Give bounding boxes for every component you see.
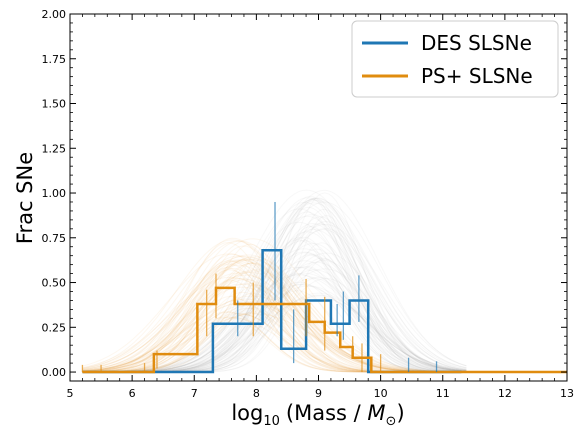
- x-tick-label-8: 8: [253, 387, 260, 400]
- x-axis-label-close: ): [396, 401, 404, 425]
- y-tick-label-1.00: 1.00: [42, 187, 67, 200]
- x-axis-label-mass: M: [367, 401, 385, 425]
- x-tick-label-11: 11: [436, 387, 450, 400]
- x-axis-label-sub: 10: [263, 414, 280, 428]
- y-tick-label-1.25: 1.25: [42, 142, 67, 155]
- y-tick-label-1.50: 1.50: [42, 98, 67, 111]
- x-axis-label-paren: (Mass /: [286, 401, 368, 425]
- posterior-curve-ps-53: [82, 302, 467, 373]
- y-tick-label-2.00: 2.00: [42, 8, 67, 21]
- posterior-curve-ps-55: [82, 313, 467, 373]
- x-tick-label-6: 6: [129, 387, 136, 400]
- error-bars: [81, 201, 438, 373]
- x-tick-label-7: 7: [191, 387, 198, 400]
- posterior-curve-ps-57: [82, 295, 467, 373]
- y-tick-label-1.75: 1.75: [42, 53, 67, 66]
- y-tick-label-0.75: 0.75: [42, 232, 67, 245]
- x-tick-label-5: 5: [67, 387, 74, 400]
- x-axis-label-sun: ⊙: [386, 414, 397, 428]
- legend: DES SLSNe PS+ SLSNe: [351, 20, 559, 98]
- posterior-curve-ps-38: [82, 303, 467, 373]
- y-axis-label: Frac SNe: [13, 152, 37, 244]
- x-tick-label-12: 12: [498, 387, 512, 400]
- x-tick-label-13: 13: [560, 387, 574, 400]
- axis-ticks: 5 6 7 8 9 10 11 12 13 0.00 0.25 0.50 0.75 1.00 1.25 1.5…: [42, 8, 575, 400]
- x-tick-label-9: 9: [315, 387, 322, 400]
- x-axis-label-log: log: [231, 401, 263, 425]
- posterior-curve-ps-2: [82, 302, 467, 373]
- x-tick-label-10: 10: [374, 387, 388, 400]
- legend-label-ps: PS+ SLSNe: [421, 64, 533, 88]
- legend-label-des: DES SLSNe: [421, 31, 532, 55]
- y-tick-label-0.25: 0.25: [42, 321, 67, 334]
- legend-box: [351, 20, 559, 98]
- y-tick-label-0.00: 0.00: [42, 366, 67, 379]
- step-line-des: [82, 249, 462, 374]
- x-axis-label: log10 (Mass / M⊙): [231, 401, 404, 428]
- y-tick-label-0.50: 0.50: [42, 277, 67, 290]
- posterior-curve-ps-47: [82, 298, 467, 373]
